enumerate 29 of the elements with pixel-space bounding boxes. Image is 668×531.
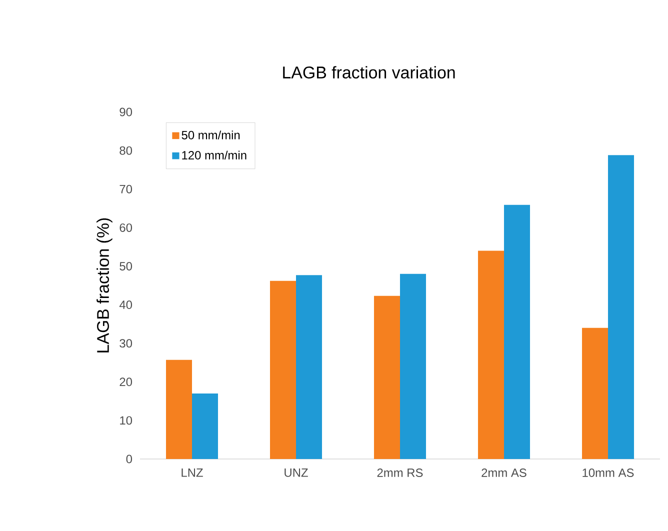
bar: [166, 360, 192, 459]
bar: [582, 328, 608, 459]
y-tick-label: 70: [120, 184, 132, 194]
x-tick-label: 10mm AS: [582, 468, 634, 477]
bar: [478, 250, 504, 459]
chart-title: LAGB fraction variation: [283, 66, 455, 79]
x-tick-label: UNZ: [284, 468, 308, 477]
x-tick-label: LNZ: [182, 468, 203, 477]
y-tick-label: 20: [120, 378, 132, 386]
legend-label: 120 mm/min: [182, 150, 246, 160]
bar: [296, 275, 322, 459]
y-tick-label: 60: [120, 223, 132, 232]
y-tick-label: 80: [120, 146, 132, 155]
y-tick-label: 40: [119, 300, 132, 309]
bar: [400, 274, 426, 459]
bar: [504, 204, 530, 459]
bar: [192, 393, 218, 459]
x-tick-label: 2mm AS: [482, 468, 526, 477]
y-tick-label: 0: [126, 454, 132, 464]
bar: [270, 280, 296, 459]
bar: [608, 155, 634, 459]
y-axis-title: LAGB fraction (%): [96, 218, 112, 352]
y-tick-label: 10: [120, 416, 132, 425]
y-tick-label: 90: [120, 108, 132, 116]
y-tick-label: 50: [120, 262, 132, 270]
y-tick-label: 30: [120, 339, 132, 348]
x-tick-label: 2mm RS: [377, 468, 423, 477]
bar: [374, 296, 400, 459]
legend-label: 50 mm/min: [182, 130, 240, 140]
